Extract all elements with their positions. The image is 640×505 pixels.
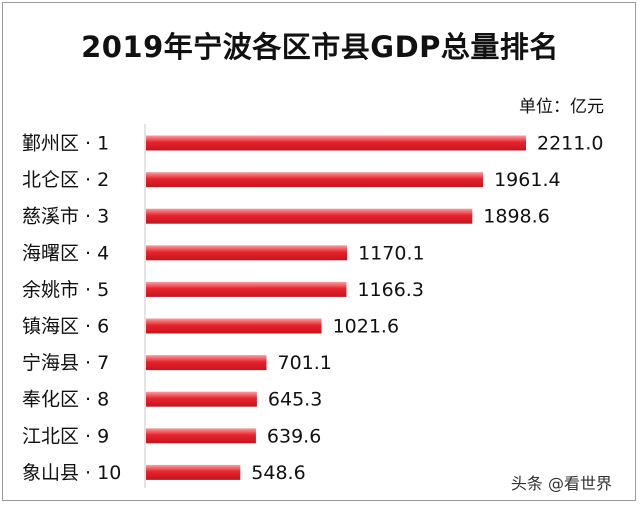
bar (146, 172, 484, 188)
unit-label: 单位：亿元 (519, 97, 604, 117)
category-label: 镇海区 · 6 (22, 316, 109, 338)
value-label: 645.3 (268, 389, 322, 411)
value-label: 548.6 (251, 462, 305, 484)
value-label: 1170.1 (358, 242, 424, 264)
value-label: 1166.3 (357, 279, 423, 301)
category-label: 余姚市 · 5 (22, 279, 109, 301)
bar (146, 245, 348, 261)
bar (146, 391, 257, 407)
category-label: 北仑区 · 2 (22, 169, 109, 191)
bar (146, 318, 322, 334)
bar (146, 281, 347, 297)
value-label: 639.6 (267, 425, 321, 447)
bar (146, 428, 256, 444)
value-label: 1961.4 (494, 169, 560, 191)
chart-title: 2019年宁波各区市县GDP总量排名 (81, 30, 559, 64)
category-label: 江北区 · 9 (22, 425, 109, 447)
bar (146, 208, 473, 224)
value-label: 2211.0 (537, 133, 603, 155)
value-label: 1898.6 (483, 206, 549, 228)
watermark-text: 头条 @看世界 (510, 474, 612, 493)
bar (146, 464, 241, 480)
bar (146, 355, 267, 371)
category-label: 宁海县 · 7 (22, 352, 109, 374)
bar (146, 135, 526, 151)
category-label: 奉化区 · 8 (22, 389, 109, 411)
category-label: 象山县 · 10 (22, 462, 121, 484)
category-label: 海曙区 · 4 (22, 242, 109, 264)
category-label: 慈溪市 · 3 (22, 206, 109, 228)
category-label: 鄞州区 · 1 (22, 133, 109, 155)
value-label: 701.1 (277, 352, 331, 374)
watermark: 头条 @看世界 (511, 470, 612, 494)
value-label: 1021.6 (333, 316, 399, 338)
